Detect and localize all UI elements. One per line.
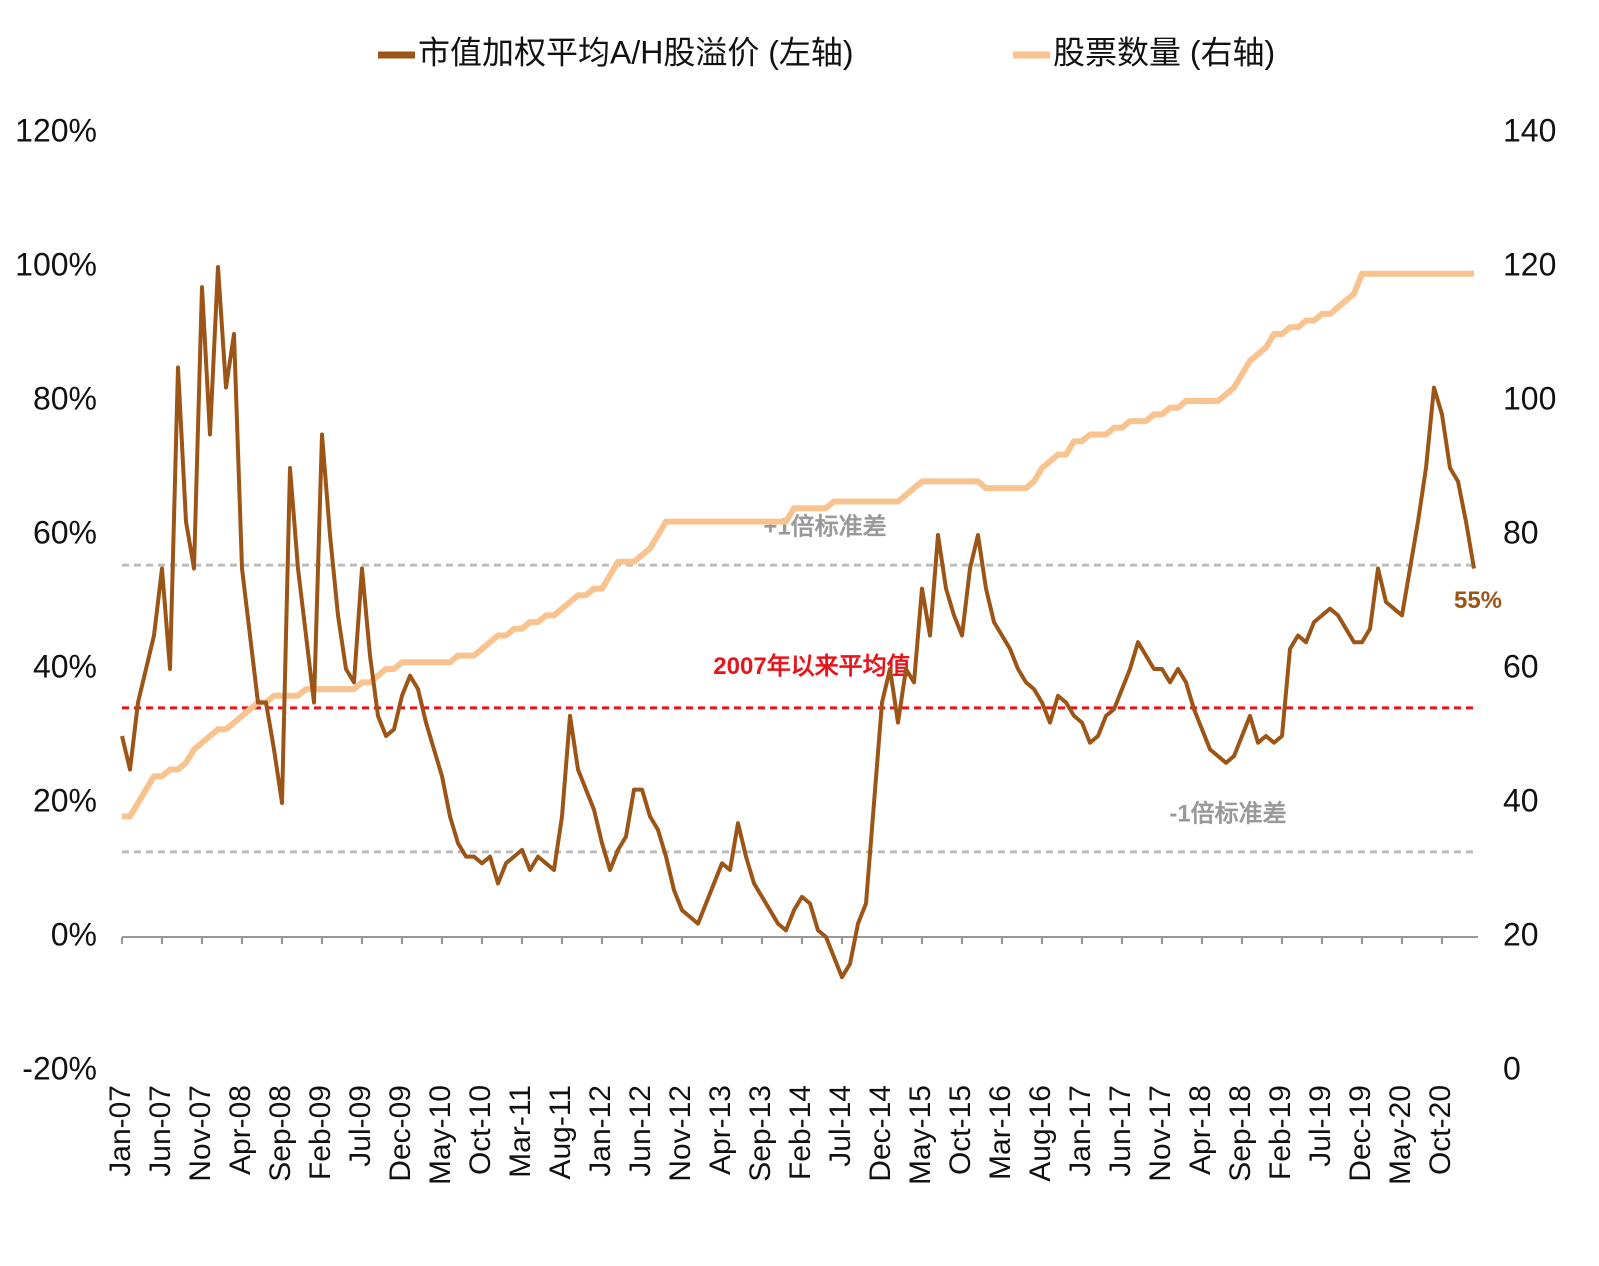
x-tick-label: Oct-10 <box>464 1085 497 1175</box>
x-tick-label: Mar-11 <box>504 1085 537 1178</box>
y2-tick-label: 0 <box>1503 1050 1521 1086</box>
y-tick-label: 60% <box>33 514 97 550</box>
x-tick-label: May-15 <box>904 1085 937 1185</box>
series-line <box>122 270 1474 820</box>
x-tick-label: Apr-13 <box>704 1085 737 1175</box>
x-tick-label: Jun-17 <box>1104 1085 1137 1177</box>
x-tick-label: Jul-09 <box>344 1085 377 1167</box>
reference-label: +1倍标准差 <box>763 512 886 540</box>
x-tick-label: Apr-08 <box>224 1085 257 1175</box>
x-tick-label: Nov-12 <box>664 1085 697 1182</box>
y-tick-label: -20% <box>22 1050 97 1086</box>
y-tick-label: 0% <box>51 916 97 952</box>
reference-label: -1倍标准差 <box>1169 799 1286 827</box>
legend-label: 股票数量 (右轴) <box>1053 34 1275 70</box>
x-tick-label: Jun-12 <box>624 1085 657 1177</box>
y2-tick-label: 140 <box>1503 112 1556 148</box>
x-tick-label: Feb-19 <box>1264 1085 1297 1180</box>
x-tick-label: Jan-07 <box>104 1085 137 1177</box>
end-label: 55% <box>1454 587 1502 614</box>
y2-tick-label: 20 <box>1503 916 1539 952</box>
x-tick-label: Dec-09 <box>384 1085 417 1182</box>
y2-tick-label: 100 <box>1503 380 1556 416</box>
x-tick-label: Sep-13 <box>744 1085 777 1182</box>
y-tick-label: 40% <box>33 648 97 684</box>
y-tick-label: 120% <box>15 112 97 148</box>
x-tick-label: Oct-20 <box>1424 1085 1457 1175</box>
x-tick-label: Feb-09 <box>304 1085 337 1180</box>
x-tick-label: Jul-14 <box>824 1085 857 1167</box>
x-tick-label: Dec-14 <box>864 1085 897 1182</box>
y-tick-label: 80% <box>33 380 97 416</box>
x-tick-label: Jun-07 <box>144 1085 177 1177</box>
y-tick-label: 100% <box>15 246 97 282</box>
x-tick-label: Oct-15 <box>944 1085 977 1175</box>
x-tick-label: Sep-08 <box>264 1085 297 1182</box>
x-tick-label: Aug-11 <box>544 1085 577 1180</box>
y2-tick-label: 120 <box>1503 246 1556 282</box>
x-tick-label: Mar-16 <box>984 1085 1017 1180</box>
x-tick-label: Dec-19 <box>1344 1085 1377 1182</box>
y-tick-label: 20% <box>33 782 97 818</box>
x-tick-label: Jan-12 <box>584 1085 617 1177</box>
x-tick-label: May-10 <box>424 1085 457 1185</box>
reference-label: 2007年以来平均值 <box>713 652 910 680</box>
y2-tick-label: 80 <box>1503 514 1539 550</box>
x-tick-label: Feb-14 <box>784 1085 817 1180</box>
series-line <box>120 265 1476 980</box>
x-tick-label: May-20 <box>1384 1085 1417 1185</box>
x-tick-label: Aug-16 <box>1024 1085 1057 1182</box>
x-tick-label: Jan-17 <box>1064 1085 1097 1177</box>
y2-tick-label: 60 <box>1503 648 1539 684</box>
x-tick-label: Apr-18 <box>1184 1085 1217 1175</box>
x-tick-label: Jul-19 <box>1304 1085 1337 1167</box>
x-tick-label: Nov-17 <box>1144 1085 1177 1182</box>
x-tick-label: Nov-07 <box>184 1085 217 1182</box>
legend-label: 市值加权平均A/H股溢价 (左轴) <box>418 34 854 70</box>
x-tick-label: Sep-18 <box>1224 1085 1257 1182</box>
y2-tick-label: 40 <box>1503 782 1539 818</box>
